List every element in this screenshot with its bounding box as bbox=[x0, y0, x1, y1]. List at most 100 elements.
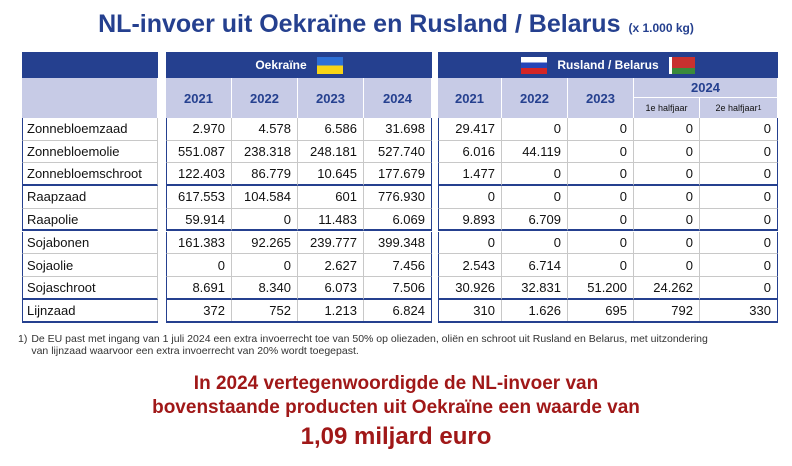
flag bbox=[668, 56, 695, 74]
cell: 6.714 bbox=[502, 254, 568, 277]
cell: 0 bbox=[568, 208, 634, 232]
cell: 6.069 bbox=[364, 208, 432, 232]
cell: 32.831 bbox=[502, 276, 568, 300]
cell: 0 bbox=[700, 118, 778, 141]
cell: 6.016 bbox=[438, 140, 502, 164]
footnote: 1) De EU past met ingang van 1 juli 2024… bbox=[18, 333, 708, 357]
cell: 0 bbox=[700, 186, 778, 209]
year-header: 2022 bbox=[502, 78, 568, 118]
row-label: Lijnzaad bbox=[22, 299, 158, 323]
row-label: Zonnebloemolie bbox=[22, 140, 158, 164]
cell: 0 bbox=[568, 163, 634, 187]
conclusion: In 2024 vertegenwoordigde de NL-invoer v… bbox=[0, 372, 792, 454]
year-header: 2023 bbox=[298, 78, 364, 118]
year-header: 2023 bbox=[568, 78, 634, 118]
title-bar: NL-invoer uit Oekraïne en Rusland / Bela… bbox=[0, 10, 792, 39]
year-header: 2021 bbox=[166, 78, 232, 118]
cell: 0 bbox=[634, 231, 700, 255]
cell: 239.777 bbox=[298, 231, 364, 255]
cell: 0 bbox=[502, 163, 568, 187]
cell: 372 bbox=[166, 299, 232, 323]
cell: 1.626 bbox=[502, 299, 568, 323]
cell: 0 bbox=[232, 208, 298, 232]
title: NL-invoer uit Oekraïne en Rusland / Bela… bbox=[98, 10, 621, 38]
cell: 527.740 bbox=[364, 140, 432, 164]
cell: 4.578 bbox=[232, 118, 298, 141]
cell: 310 bbox=[438, 299, 502, 323]
cell: 0 bbox=[568, 231, 634, 255]
cell: 0 bbox=[438, 231, 502, 255]
cell: 30.926 bbox=[438, 276, 502, 300]
cell: 11.483 bbox=[298, 208, 364, 232]
cell: 248.181 bbox=[298, 140, 364, 164]
footnote-marker: 1) bbox=[18, 333, 28, 345]
cell: 792 bbox=[634, 299, 700, 323]
cell: 31.698 bbox=[364, 118, 432, 141]
cell: 6.586 bbox=[298, 118, 364, 141]
conclusion-line: bovenstaande producten uit Oekraïne een … bbox=[152, 397, 640, 418]
cell: 0 bbox=[502, 231, 568, 255]
cell: 177.679 bbox=[364, 163, 432, 187]
cell: 7.506 bbox=[364, 276, 432, 300]
row-label: Sojabonen bbox=[22, 231, 158, 255]
cell: 0 bbox=[700, 231, 778, 255]
cell: 8.691 bbox=[166, 276, 232, 300]
corner bbox=[22, 78, 158, 118]
table-bottom bbox=[166, 321, 432, 324]
cell: 0 bbox=[700, 276, 778, 300]
conclusion-highlight: 1,09 miljard euro bbox=[300, 423, 492, 450]
cell: 51.200 bbox=[568, 276, 634, 300]
footnote-ref: 1 bbox=[757, 104, 762, 112]
cell: 0 bbox=[700, 140, 778, 164]
row-label: Sojaolie bbox=[22, 254, 158, 277]
cell: 0 bbox=[438, 186, 502, 209]
conclusion-line: In 2024 vertegenwoordigde de NL-invoer v… bbox=[193, 373, 599, 394]
cell: 1.477 bbox=[438, 163, 502, 187]
cell: 752 bbox=[232, 299, 298, 323]
cell: 6.073 bbox=[298, 276, 364, 300]
cell: 161.383 bbox=[166, 231, 232, 255]
cell: 0 bbox=[568, 254, 634, 277]
cell: 122.403 bbox=[166, 163, 232, 187]
row-label: Raapzaad bbox=[22, 186, 158, 209]
cell: 0 bbox=[634, 254, 700, 277]
cell: 2.627 bbox=[298, 254, 364, 277]
year-header: 2021 bbox=[438, 78, 502, 118]
flag bbox=[316, 56, 343, 74]
cell: 0 bbox=[568, 140, 634, 164]
cell: 330 bbox=[700, 299, 778, 323]
cell: 0 bbox=[166, 254, 232, 277]
cell: 2.543 bbox=[438, 254, 502, 277]
cell: 44.119 bbox=[502, 140, 568, 164]
cell: 551.087 bbox=[166, 140, 232, 164]
group-header: Oekraïne bbox=[166, 52, 432, 78]
cell: 0 bbox=[568, 186, 634, 209]
cell: 0 bbox=[634, 140, 700, 164]
corner bbox=[22, 52, 158, 78]
cell: 0 bbox=[568, 118, 634, 141]
cell: 2.970 bbox=[166, 118, 232, 141]
unit: (x 1.000 kg) bbox=[628, 21, 694, 35]
footnote-text: De EU past met ingang van 1 juli 2024 ee… bbox=[31, 333, 708, 357]
cell: 6.709 bbox=[502, 208, 568, 232]
cell: 0 bbox=[700, 163, 778, 187]
cell: 0 bbox=[700, 208, 778, 232]
cell: 104.584 bbox=[232, 186, 298, 209]
year-header: 2024 bbox=[634, 78, 778, 98]
cell: 92.265 bbox=[232, 231, 298, 255]
cell: 601 bbox=[298, 186, 364, 209]
cell: 0 bbox=[700, 254, 778, 277]
cell: 0 bbox=[502, 118, 568, 141]
footnote-line: De EU past met ingang van 1 juli 2024 ee… bbox=[31, 333, 708, 345]
row-label: Sojaschroot bbox=[22, 276, 158, 300]
cell: 0 bbox=[502, 186, 568, 209]
year-header: 2022 bbox=[232, 78, 298, 118]
year-header: 2024 bbox=[364, 78, 432, 118]
cell: 24.262 bbox=[634, 276, 700, 300]
row-label: Raapolie bbox=[22, 208, 158, 232]
cell: 7.456 bbox=[364, 254, 432, 277]
flag bbox=[521, 56, 548, 74]
table-bottom bbox=[22, 321, 158, 324]
cell: 9.893 bbox=[438, 208, 502, 232]
cell: 399.348 bbox=[364, 231, 432, 255]
